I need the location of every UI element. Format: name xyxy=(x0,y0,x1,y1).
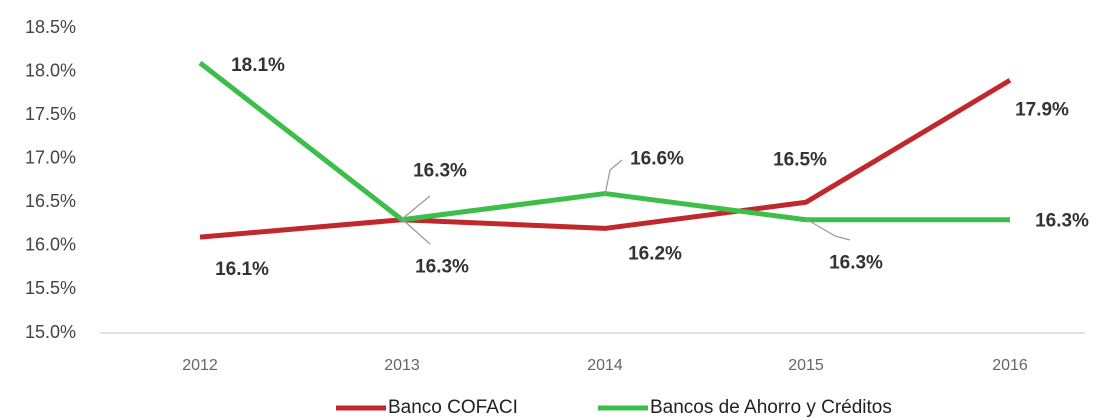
y-tick-label: 15.5% xyxy=(25,278,76,298)
series-line xyxy=(199,78,1012,240)
data-label: 16.6% xyxy=(630,149,684,170)
series-line xyxy=(198,60,1010,223)
y-tick-label: 16.0% xyxy=(25,235,76,255)
x-tick-label: 2013 xyxy=(384,357,420,374)
data-label: 16.1% xyxy=(215,259,269,280)
y-tick-label: 17.0% xyxy=(25,147,76,167)
data-label: 16.3% xyxy=(1035,211,1089,232)
x-tick-label: 2014 xyxy=(587,357,623,374)
data-label: 18.1% xyxy=(231,55,285,76)
data-label: 16.5% xyxy=(773,149,827,170)
leader-line xyxy=(604,159,623,196)
data-label: 16.2% xyxy=(628,243,682,264)
data-label: 16.3% xyxy=(829,253,883,274)
x-tick-label: 2016 xyxy=(992,357,1028,374)
data-label: 16.3% xyxy=(415,257,469,278)
y-tick-label: 18.5% xyxy=(25,17,76,37)
x-tick-label: 2012 xyxy=(182,357,218,374)
leader-line xyxy=(401,195,431,220)
y-tick-label: 16.5% xyxy=(25,191,76,211)
y-tick-label: 15.0% xyxy=(25,322,76,342)
y-tick-label: 18.0% xyxy=(25,60,76,80)
data-label: 16.3% xyxy=(413,161,467,182)
leader-line xyxy=(805,218,851,241)
data-label: 17.9% xyxy=(1015,99,1069,120)
legend-label: Banco COFACI xyxy=(388,397,518,418)
y-tick-label: 17.5% xyxy=(25,104,76,124)
legend-label: Bancos de Ahorro y Créditos xyxy=(650,397,892,418)
x-tick-label: 2015 xyxy=(788,357,824,374)
leader-line xyxy=(401,218,431,245)
